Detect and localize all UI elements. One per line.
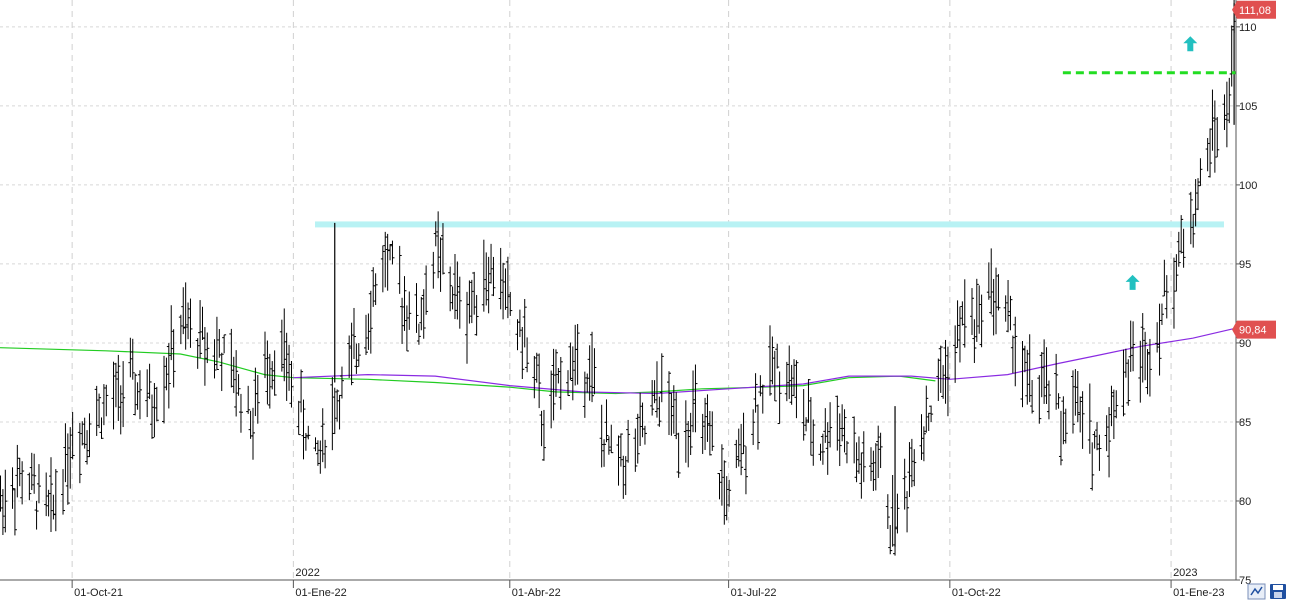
save-icon-shutter bbox=[1274, 592, 1282, 598]
price-label-box bbox=[1232, 0, 1276, 19]
x-tick-label: 01-Oct-21 bbox=[74, 587, 123, 599]
save-disk-icon[interactable] bbox=[1270, 584, 1286, 599]
price-bars-layer bbox=[0, 0, 1237, 556]
price-label-box bbox=[1232, 320, 1276, 339]
y-tick-label: 100 bbox=[1239, 180, 1257, 192]
annotation-layer bbox=[1062, 36, 1236, 290]
y-tick-label: 80 bbox=[1239, 496, 1251, 508]
x-tick-label: 01-Jul-22 bbox=[731, 587, 777, 599]
x-tick-label: 01-Ene-22 bbox=[295, 587, 346, 599]
support-band bbox=[315, 221, 1224, 228]
up-arrow-icon bbox=[1125, 274, 1140, 290]
grid-layer bbox=[0, 0, 1236, 580]
y-tick-label: 95 bbox=[1239, 259, 1251, 271]
y-tick-label: 110 bbox=[1239, 22, 1257, 34]
x-year-label: 2022 bbox=[295, 567, 319, 579]
price-label-text: 111,08 bbox=[1239, 5, 1271, 17]
chart-icon-line bbox=[1250, 586, 1263, 596]
line-chart-icon[interactable] bbox=[1247, 583, 1266, 600]
y-tick-label: 105 bbox=[1239, 101, 1257, 113]
x-tick-label: 01-Abr-22 bbox=[512, 587, 561, 599]
chart-toolbar bbox=[1247, 583, 1286, 600]
up-arrow-icon bbox=[1183, 36, 1198, 52]
moving-average-line bbox=[0, 347, 936, 395]
support-band-layer bbox=[315, 221, 1224, 228]
moving-average-layer bbox=[0, 328, 1234, 395]
y-tick-label: 90 bbox=[1239, 338, 1251, 350]
price-label-text: 90,84 bbox=[1239, 325, 1267, 337]
x-tick-label: 01-Ene-23 bbox=[1173, 587, 1224, 599]
x-tick-label: 01-Oct-22 bbox=[952, 587, 1001, 599]
price-label-layer: 111,08 90,84 bbox=[1232, 0, 1276, 339]
x-year-label: 2023 bbox=[1173, 567, 1197, 579]
y-tick-label: 85 bbox=[1239, 417, 1251, 429]
save-icon-label bbox=[1273, 585, 1283, 590]
moving-average-line bbox=[293, 328, 1234, 395]
